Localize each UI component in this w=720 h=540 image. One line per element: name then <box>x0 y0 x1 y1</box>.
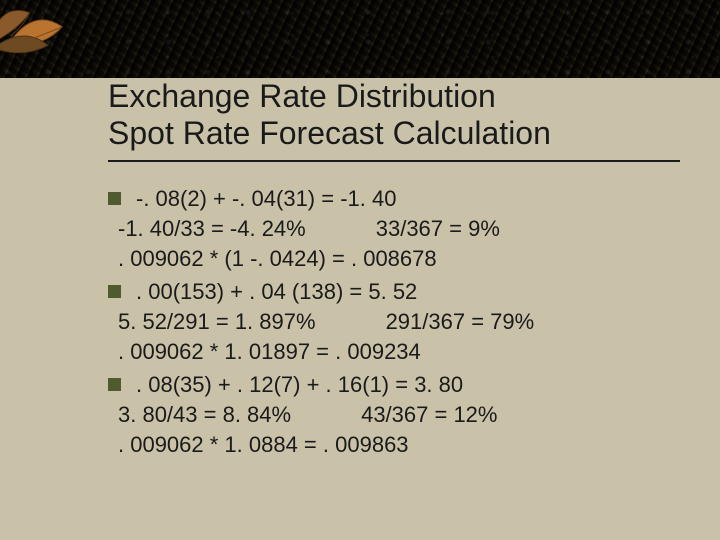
calc-group: . 08(35) + . 12(7) + . 16(1) = 3. 80 3. … <box>108 370 680 461</box>
calc-text: 3. 80/43 = 8. 84% <box>118 402 291 427</box>
bullet-line: -. 08(2) + -. 04(31) = -1. 40 <box>108 184 680 214</box>
calc-text: . 00(153) + . 04 (138) = 5. 52 <box>136 279 417 304</box>
title-line-2: Spot Rate Forecast Calculation <box>108 115 680 152</box>
calc-text: . 009062 * 1. 01897 = . 009234 <box>118 339 421 364</box>
title-line-1: Exchange Rate Distribution <box>108 78 680 115</box>
calc-text: 5. 52/291 = 1. 897% <box>118 309 316 334</box>
calc-group: . 00(153) + . 04 (138) = 5. 52 5. 52/291… <box>108 277 680 368</box>
slide-content: Exchange Rate Distribution Spot Rate For… <box>0 0 720 540</box>
slide-title: Exchange Rate Distribution Spot Rate For… <box>108 78 680 152</box>
calc-text: 33/367 = 9% <box>376 216 500 241</box>
calc-line: 5. 52/291 = 1. 897% 291/367 = 79% <box>108 307 680 337</box>
calc-text: . 009062 * (1 -. 0424) = . 008678 <box>118 246 437 271</box>
calc-line: . 009062 * 1. 0884 = . 009863 <box>108 430 680 460</box>
bullet-line: . 00(153) + . 04 (138) = 5. 52 <box>108 277 680 307</box>
calc-line: . 009062 * 1. 01897 = . 009234 <box>108 337 680 367</box>
calc-line: -1. 40/33 = -4. 24% 33/367 = 9% <box>108 214 680 244</box>
title-underline <box>108 160 680 162</box>
calc-group: -. 08(2) + -. 04(31) = -1. 40 -1. 40/33 … <box>108 184 680 275</box>
calc-text: 43/367 = 12% <box>361 402 497 427</box>
calc-text: -1. 40/33 = -4. 24% <box>118 216 306 241</box>
body-text: -. 08(2) + -. 04(31) = -1. 40 -1. 40/33 … <box>108 184 680 461</box>
calc-text: -. 08(2) + -. 04(31) = -1. 40 <box>136 186 396 211</box>
bullet-line: . 08(35) + . 12(7) + . 16(1) = 3. 80 <box>108 370 680 400</box>
calc-text: 291/367 = 79% <box>386 309 535 334</box>
calc-line: . 009062 * (1 -. 0424) = . 008678 <box>108 244 680 274</box>
calc-text: . 009062 * 1. 0884 = . 009863 <box>118 432 409 457</box>
calc-text: . 08(35) + . 12(7) + . 16(1) = 3. 80 <box>136 372 463 397</box>
calc-line: 3. 80/43 = 8. 84% 43/367 = 12% <box>108 400 680 430</box>
